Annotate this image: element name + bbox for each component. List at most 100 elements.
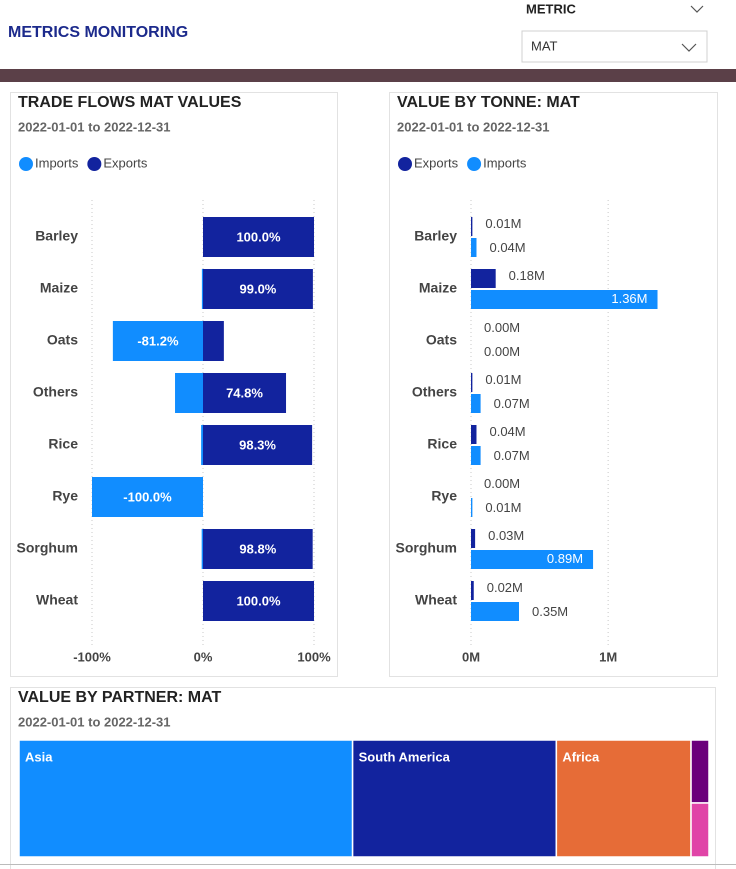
bar bbox=[203, 581, 314, 621]
data-label: 0.35M bbox=[532, 604, 568, 619]
chart-subtitle: 2022-01-01 to 2022-12-31 bbox=[18, 714, 171, 729]
data-label: 1.36M bbox=[611, 291, 647, 306]
panel bbox=[389, 92, 718, 677]
legend-marker bbox=[467, 157, 482, 171]
data-label: 100.0% bbox=[236, 593, 281, 608]
page-title: METRICS MONITORING bbox=[8, 24, 188, 41]
x-tick-label: 1M bbox=[599, 649, 617, 664]
data-label: 100.0% bbox=[236, 229, 281, 244]
y-tick-label: Sorghum bbox=[17, 540, 78, 556]
y-tick-label: Oats bbox=[47, 332, 78, 348]
bar bbox=[471, 529, 476, 548]
data-label: 0.04M bbox=[489, 424, 525, 439]
bar bbox=[203, 425, 313, 465]
y-tick-label: Maize bbox=[419, 280, 457, 296]
header-band bbox=[0, 69, 736, 82]
bar bbox=[92, 477, 203, 517]
data-label: 0.00M bbox=[484, 344, 520, 359]
data-label: 0.07M bbox=[494, 448, 530, 463]
data-label: 0.00M bbox=[484, 320, 520, 335]
bar bbox=[471, 238, 477, 257]
bar bbox=[203, 217, 314, 257]
x-tick-label: 0M bbox=[462, 649, 480, 664]
bar bbox=[471, 394, 481, 413]
y-tick-label: Oats bbox=[426, 332, 457, 348]
data-label: 99.0% bbox=[240, 281, 277, 296]
legend-marker bbox=[87, 157, 102, 171]
bar bbox=[203, 321, 224, 361]
legend-label: Exports bbox=[414, 155, 459, 170]
y-tick-label: Rice bbox=[427, 436, 457, 452]
legend-marker bbox=[398, 157, 412, 171]
bar bbox=[112, 321, 203, 361]
bar bbox=[471, 581, 474, 600]
dropdown-chevron[interactable] bbox=[681, 43, 697, 52]
chart-title: VALUE BY PARTNER: MAT bbox=[18, 689, 221, 706]
bar bbox=[201, 529, 203, 569]
bar bbox=[471, 498, 473, 517]
slicer-dropdown[interactable] bbox=[521, 30, 708, 63]
legend-marker bbox=[19, 157, 33, 171]
data-label: 0.01M bbox=[485, 500, 521, 515]
data-label: -81.2% bbox=[137, 333, 179, 348]
chart-subtitle: 2022-01-01 to 2022-12-31 bbox=[397, 119, 550, 134]
data-label: 0.02M bbox=[487, 580, 523, 595]
data-label: 0.01M bbox=[485, 372, 521, 387]
bar bbox=[471, 290, 658, 309]
data-label: 98.8% bbox=[239, 541, 276, 556]
bar bbox=[175, 373, 203, 413]
y-tick-label: Maize bbox=[40, 280, 78, 296]
chart-subtitle: 2022-01-01 to 2022-12-31 bbox=[18, 119, 171, 134]
legend-label: Imports bbox=[35, 155, 79, 170]
treemap-tile bbox=[690, 739, 710, 804]
bar bbox=[203, 269, 313, 309]
treemap-tile bbox=[18, 739, 354, 858]
bar bbox=[471, 217, 473, 236]
chart-title: VALUE BY TONNE: MAT bbox=[397, 94, 580, 111]
tile-label: Asia bbox=[25, 749, 53, 764]
bar bbox=[201, 269, 203, 309]
y-tick-label: Wheat bbox=[36, 592, 78, 608]
data-label: 98.3% bbox=[239, 437, 276, 452]
bar bbox=[471, 425, 477, 444]
treemap-tile bbox=[555, 739, 692, 858]
x-tick-label: 0% bbox=[194, 649, 213, 664]
tile-label: Africa bbox=[562, 749, 600, 764]
y-tick-label: Others bbox=[412, 384, 457, 400]
data-label: 0.89M bbox=[547, 551, 583, 566]
bar bbox=[201, 425, 203, 465]
y-tick-label: Sorghum bbox=[396, 540, 457, 556]
data-label: 74.8% bbox=[226, 385, 263, 400]
treemap-tile bbox=[690, 802, 710, 858]
chart-title: TRADE FLOWS MAT VALUES bbox=[18, 94, 242, 111]
x-tick-label: 100% bbox=[297, 649, 331, 664]
y-tick-label: Others bbox=[33, 384, 78, 400]
y-tick-label: Rye bbox=[431, 488, 457, 504]
y-tick-label: Rice bbox=[48, 436, 78, 452]
y-tick-label: Barley bbox=[414, 228, 457, 244]
data-label: 0.01M bbox=[485, 216, 521, 231]
legend-label: Imports bbox=[483, 155, 527, 170]
slicer-collapse[interactable] bbox=[690, 5, 704, 13]
data-label: 0.03M bbox=[488, 528, 524, 543]
treemap-tile bbox=[351, 739, 558, 858]
legend-label: Exports bbox=[103, 155, 148, 170]
slicer-label: METRIC bbox=[526, 1, 576, 16]
y-tick-label: Rye bbox=[52, 488, 78, 504]
data-label: 0.07M bbox=[494, 396, 530, 411]
bar bbox=[471, 373, 473, 392]
data-label: -100.0% bbox=[123, 489, 172, 504]
data-label: 0.04M bbox=[489, 240, 525, 255]
bar bbox=[471, 602, 519, 621]
slicer-value[interactable]: MAT bbox=[531, 38, 558, 53]
bar bbox=[471, 446, 481, 465]
bar bbox=[203, 529, 313, 569]
bar bbox=[203, 373, 287, 413]
x-tick-label: -100% bbox=[73, 649, 111, 664]
y-tick-label: Barley bbox=[35, 228, 78, 244]
bar bbox=[471, 550, 594, 569]
tile-label: South America bbox=[359, 749, 451, 764]
bar bbox=[471, 269, 496, 288]
data-label: 0.00M bbox=[484, 476, 520, 491]
